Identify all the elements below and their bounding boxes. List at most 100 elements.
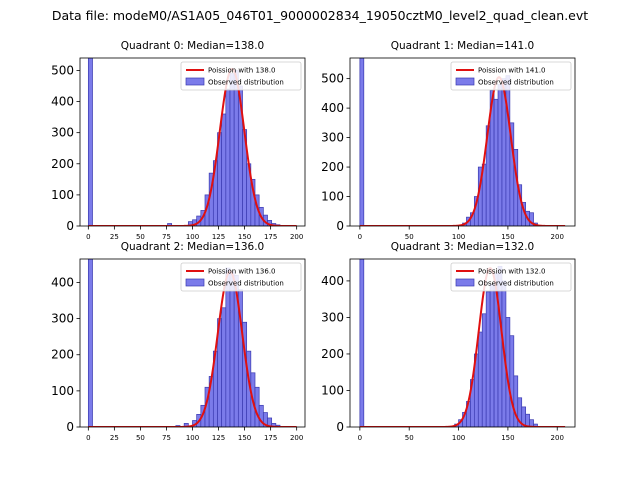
quadrant-1-bar-9 bbox=[493, 98, 499, 226]
quadrant-3-legend: Poission with 132.0 Observed distribution bbox=[450, 262, 572, 292]
quadrant-2-xtick-label-0: 0 bbox=[86, 434, 90, 442]
quadrant-3-xtick-label-3: 150 bbox=[501, 434, 514, 442]
quadrant-2-xtick-label-6: 150 bbox=[238, 434, 251, 442]
quadrant-3-bar-8 bbox=[481, 313, 487, 427]
quadrant-1-ytick-label-3: 300 bbox=[321, 131, 344, 145]
quadrant-0-xtick-label-3: 75 bbox=[162, 233, 171, 241]
quadrant-1-ytick-label-0: 0 bbox=[336, 219, 344, 233]
quadrant-0-xtick-label-4: 100 bbox=[186, 233, 199, 241]
quadrant-0-legend-box bbox=[180, 61, 302, 91]
quadrant-1-ytick-label-1: 100 bbox=[321, 190, 344, 204]
quadrant-3-xtick-label-1: 50 bbox=[405, 434, 414, 442]
quadrant-0-xtick-label-1: 25 bbox=[110, 233, 119, 241]
quadrant-1-xtick-label-4: 200 bbox=[551, 233, 564, 241]
quadrant-2-ytick-label-0: 0 bbox=[66, 420, 74, 434]
quadrant-1-title: Quadrant 1: Median=141.0 bbox=[391, 40, 534, 52]
quadrant-1-ytick-label-5: 500 bbox=[321, 72, 344, 86]
quadrant-0-legend-fit-label: Poission with 138.0 bbox=[208, 67, 276, 75]
quadrant-3-bar-7 bbox=[477, 331, 483, 427]
quadrant-2-bar-21 bbox=[267, 417, 273, 427]
quadrant-3-bar-9 bbox=[485, 291, 491, 427]
quadrant-0-fit-line bbox=[88, 67, 297, 226]
quadrant-1-bar-18 bbox=[529, 212, 534, 226]
quadrant-2-xtick-label-4: 100 bbox=[186, 434, 199, 442]
quadrant-1-legend-fit-label: Poission with 141.0 bbox=[478, 67, 546, 75]
quadrant-1-xtick-label-2: 100 bbox=[452, 233, 465, 241]
quadrant-0-bar-11 bbox=[225, 88, 231, 226]
quadrant-2-ytick-label-2: 200 bbox=[51, 348, 74, 362]
quadrant-panels: Quadrant 0: Median=138.0 0 25 50 75 100 125 150… bbox=[51, 40, 576, 442]
quadrant-1-xtick-label-1: 50 bbox=[405, 233, 414, 241]
quadrant-2-bar-10 bbox=[221, 307, 227, 427]
quadrant-0-ytick-label-1: 100 bbox=[51, 188, 74, 202]
quadrant-2-ytick-label-1: 100 bbox=[51, 384, 74, 398]
quadrant-0-ytick-label-4: 400 bbox=[51, 95, 74, 109]
quadrant-0-xtick-label-0: 0 bbox=[86, 233, 90, 241]
figure-suptitle: Data file: modeM0/AS1A05_046T01_90000028… bbox=[52, 8, 588, 23]
quadrant-3-ytick-label-4: 400 bbox=[321, 274, 344, 288]
quadrant-2-xtick-label-8: 200 bbox=[290, 434, 303, 442]
quadrant-2-xtick-label-7: 175 bbox=[264, 434, 277, 442]
quadrant-0-legend: Poission with 138.0 Observed distribution bbox=[180, 61, 302, 91]
quadrant-2-plot-area bbox=[87, 259, 297, 427]
quadrant-3-title: Quadrant 3: Median=132.0 bbox=[391, 241, 534, 253]
quadrant-0-xtick-label-8: 200 bbox=[290, 233, 303, 241]
quadrant-2-legend: Poission with 136.0 Observed distribution bbox=[180, 262, 302, 292]
quadrant-1-xtick-label-0: 0 bbox=[358, 233, 362, 241]
quadrant-1-bar-0 bbox=[359, 58, 365, 226]
quadrant-1-bar-10 bbox=[497, 84, 503, 226]
quadrant-0-ytick-label-5: 500 bbox=[51, 63, 74, 77]
quadrant-2-bar-12 bbox=[229, 271, 235, 427]
quadrant-2-legend-fit-label: Poission with 136.0 bbox=[208, 268, 276, 276]
quadrant-2-fit-line bbox=[88, 270, 297, 427]
quadrant-1-legend: Poission with 141.0 Observed distribution bbox=[450, 61, 572, 91]
quadrant-3-bar-15 bbox=[509, 335, 515, 427]
quadrant-1-panel: Quadrant 1: Median=141.0 0 50 100 150 200 0 100… bbox=[321, 40, 576, 241]
quadrant-1-legend-obs-label: Observed distribution bbox=[478, 79, 554, 87]
quadrant-1-legend-box bbox=[450, 61, 572, 91]
quadrant-3-bar-0 bbox=[359, 259, 365, 427]
quadrant-2-xtick-label-5: 125 bbox=[212, 434, 225, 442]
quadrant-0-ytick-label-2: 200 bbox=[51, 157, 74, 171]
quadrant-3-legend-obs-label: Observed distribution bbox=[478, 280, 554, 288]
quadrant-2-xtick-label-3: 75 bbox=[162, 434, 171, 442]
quadrant-0-legend-obs-label: Observed distribution bbox=[208, 79, 284, 87]
quadrant-0-xtick-label-6: 150 bbox=[238, 233, 251, 241]
quadrant-0-bar-13 bbox=[233, 70, 239, 226]
quadrant-3-legend-obs-swatch bbox=[455, 278, 475, 287]
quadrant-2-legend-obs-swatch bbox=[185, 278, 205, 287]
quadrant-3-bar-10 bbox=[489, 284, 495, 427]
quadrant-0-xtick-label-7: 175 bbox=[264, 233, 277, 241]
quadrant-2-xtick-label-2: 50 bbox=[136, 434, 145, 442]
quadrant-3-plot-area bbox=[359, 259, 566, 427]
quadrant-2-xtick-label-1: 25 bbox=[110, 434, 119, 442]
quadrant-0-panel: Quadrant 0: Median=138.0 0 25 50 75 100 125 150… bbox=[51, 40, 306, 241]
quadrant-3-ytick-label-2: 200 bbox=[321, 347, 344, 361]
quadrant-1-ytick-label-2: 200 bbox=[321, 160, 344, 174]
quadrant-2-legend-obs-label: Observed distribution bbox=[208, 280, 284, 288]
quadrant-3-ytick-label-3: 300 bbox=[321, 310, 344, 324]
quadrant-2-bar-0 bbox=[87, 259, 93, 427]
quadrant-1-bar-12 bbox=[505, 75, 511, 226]
quadrant-3-legend-fit-label: Poission with 132.0 bbox=[478, 268, 546, 276]
quadrant-3-legend-box bbox=[450, 262, 572, 292]
quadrant-0-title: Quadrant 0: Median=138.0 bbox=[121, 40, 264, 52]
quadrant-3-ytick-label-1: 100 bbox=[321, 383, 344, 397]
quadrant-0-legend-obs-swatch bbox=[185, 77, 205, 86]
quadrant-0-bar-0 bbox=[87, 58, 93, 226]
quadrant-0-xtick-label-5: 125 bbox=[212, 233, 225, 241]
quadrant-3-panel: Quadrant 3: Median=132.0 0 50 100 150 200 0 100… bbox=[321, 241, 576, 442]
quadrant-3-xtick-label-4: 200 bbox=[551, 434, 564, 442]
quadrant-3-ytick-label-0: 0 bbox=[336, 420, 344, 434]
quadrant-0-bar-10 bbox=[221, 113, 227, 226]
quadrant-2-ytick-label-4: 400 bbox=[51, 275, 74, 289]
quadrant-2-title: Quadrant 2: Median=136.0 bbox=[121, 241, 264, 253]
quadrant-1-legend-obs-swatch bbox=[455, 77, 475, 86]
quadrant-1-xtick-label-3: 150 bbox=[501, 233, 514, 241]
quadrant-2-legend-box bbox=[180, 262, 302, 292]
quadrant-1-axes-frame bbox=[349, 57, 576, 227]
quadrant-3-xtick-label-2: 100 bbox=[452, 434, 465, 442]
quadrant-2-bar-11 bbox=[225, 267, 231, 427]
quadrant-0-ytick-label-0: 0 bbox=[66, 219, 74, 233]
quadrant-1-fit-line bbox=[359, 76, 566, 226]
